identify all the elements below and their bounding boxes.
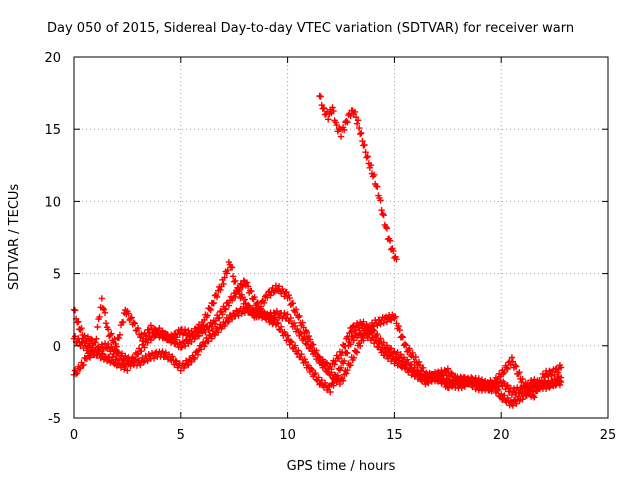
y-tick-label: 10 <box>44 195 61 210</box>
series-track-4 <box>316 92 400 263</box>
x-axis-label: GPS time / hours <box>287 459 396 474</box>
x-tick-label: 20 <box>493 428 510 443</box>
x-tick-label: 15 <box>386 428 403 443</box>
x-tick-label: 10 <box>279 428 296 443</box>
x-tick-label: 0 <box>70 428 78 443</box>
y-tick-label: 15 <box>44 123 61 138</box>
chart-title: Day 050 of 2015, Sidereal Day-to-day VTE… <box>47 21 574 36</box>
y-tick-labels: -5 0 5 10 15 20 <box>44 51 61 427</box>
y-axis-label: SDTVAR / TECUs <box>7 184 22 291</box>
y-tick-label: 20 <box>44 51 61 66</box>
y-tick-label: 0 <box>53 340 61 355</box>
data-points-track-3 <box>70 277 565 409</box>
series-track-3 <box>70 277 565 409</box>
data-points-track-4 <box>316 92 400 263</box>
x-tick-label: 5 <box>177 428 185 443</box>
plot-frame <box>73 56 609 419</box>
y-tick-label: -5 <box>48 412 61 427</box>
axis-ticks <box>73 56 609 419</box>
x-tick-labels: 0 5 10 15 20 25 <box>70 428 616 443</box>
data-series <box>70 92 565 409</box>
grid <box>74 57 608 418</box>
y-tick-label: 5 <box>53 268 61 283</box>
x-tick-label: 25 <box>600 428 617 443</box>
